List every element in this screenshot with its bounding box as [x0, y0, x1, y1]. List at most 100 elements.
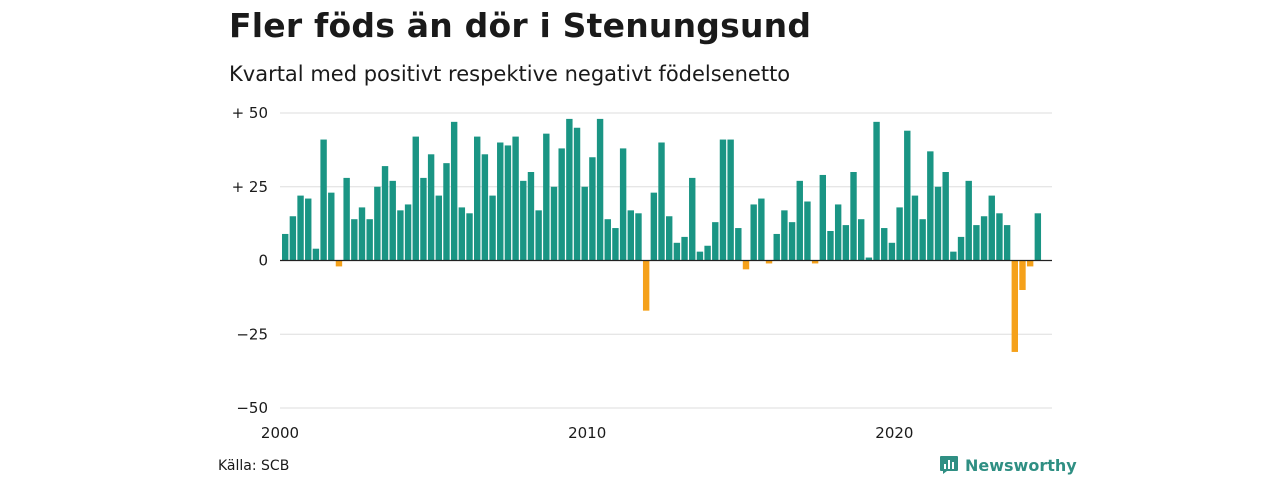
bar [804, 201, 811, 261]
bar [312, 248, 320, 261]
bar [858, 219, 865, 261]
bar [842, 225, 850, 261]
bar [819, 174, 826, 261]
bar [1019, 260, 1026, 290]
bar [950, 251, 957, 261]
bar [980, 216, 988, 261]
bar [704, 245, 711, 261]
bar [719, 139, 727, 261]
bar [750, 204, 757, 261]
bar [550, 186, 558, 261]
bar [497, 142, 504, 261]
bar [973, 225, 980, 261]
bar [343, 177, 350, 261]
bar [335, 260, 343, 267]
bar [305, 198, 312, 261]
bar [596, 118, 604, 261]
bar [888, 242, 896, 261]
bar [481, 154, 489, 261]
bar [1026, 260, 1034, 267]
bar [328, 192, 335, 261]
bar-chart: + 50 + 25 0 −25 −50 2000 2010 2020 [232, 104, 1052, 442]
bar [673, 242, 681, 261]
bar [412, 136, 419, 261]
bar [873, 121, 880, 261]
chart-subtitle: Kvartal med positivt respektive negativt… [229, 62, 791, 86]
bar [681, 236, 688, 261]
bar [635, 213, 642, 261]
y-tick-label: −25 [236, 325, 268, 343]
y-tick-label: −50 [236, 399, 268, 417]
bar [942, 172, 949, 261]
newsworthy-logo-text: Newsworthy [965, 455, 1077, 475]
bar [489, 195, 496, 261]
bar [366, 219, 373, 261]
bar [781, 210, 788, 261]
bar [450, 121, 458, 261]
bar [604, 219, 611, 261]
bar [689, 177, 696, 261]
bar [650, 192, 658, 261]
bar [504, 145, 512, 261]
bar [520, 180, 527, 261]
chart-title: Fler föds än dör i Stenungsund [229, 6, 812, 45]
bar [727, 139, 734, 261]
bar [320, 139, 327, 261]
newsworthy-logo[interactable]: Newsworthy [939, 455, 1077, 475]
bar [658, 142, 665, 261]
bar [474, 136, 481, 261]
y-tick-label: + 25 [232, 178, 268, 196]
bar [381, 166, 389, 261]
bar [773, 233, 780, 261]
bar [1011, 260, 1018, 352]
bar [988, 195, 995, 261]
bar [543, 133, 550, 261]
bar [289, 216, 297, 261]
bar [351, 219, 358, 261]
bar [1034, 213, 1042, 261]
bar [827, 231, 834, 261]
bar [957, 236, 965, 261]
bar [811, 260, 819, 264]
bar [558, 148, 565, 261]
bar [458, 207, 466, 261]
bar [297, 195, 304, 261]
bar [896, 207, 903, 261]
bar [919, 219, 926, 261]
bar [573, 127, 581, 261]
bar [466, 213, 473, 261]
bar [666, 216, 673, 261]
bar [834, 204, 842, 261]
bars [282, 118, 1042, 352]
source-note: Källa: SCB [218, 458, 290, 474]
bar [619, 148, 627, 261]
bar [965, 180, 972, 261]
bar [712, 222, 719, 261]
y-axis-ticks: + 50 + 25 0 −25 −50 [232, 104, 268, 417]
y-tick-label: 0 [258, 252, 268, 270]
bar [927, 151, 934, 261]
bar [374, 186, 381, 261]
bar [535, 210, 542, 261]
bar [358, 207, 366, 261]
bar [788, 222, 796, 261]
bar [642, 260, 650, 311]
bar [512, 136, 519, 261]
bar [904, 130, 911, 261]
bar [627, 210, 634, 261]
bar [1003, 225, 1011, 261]
x-axis-ticks: 2000 2010 2020 [261, 424, 914, 442]
bar [865, 257, 873, 261]
bar [435, 195, 442, 261]
y-tick-label: + 50 [232, 104, 268, 122]
bar [427, 154, 435, 261]
bar [758, 198, 765, 261]
bar [389, 180, 396, 261]
bar [404, 204, 412, 261]
bar [696, 251, 704, 261]
bar [881, 228, 888, 261]
x-tick-label: 2020 [875, 424, 913, 442]
bar [581, 186, 588, 261]
bar [527, 172, 535, 261]
bar [397, 210, 404, 261]
